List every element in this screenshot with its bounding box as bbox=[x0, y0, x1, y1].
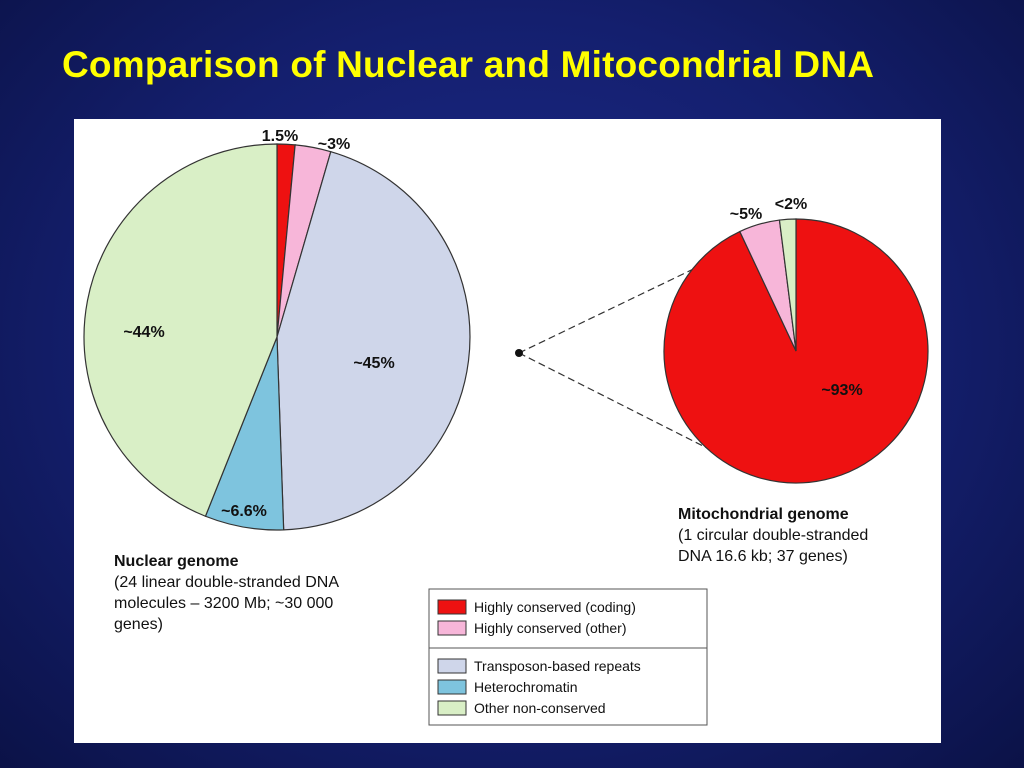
nuclear-slice-transposon-based-repeats bbox=[276, 150, 471, 531]
nuclear-caption-line: genes) bbox=[114, 616, 163, 633]
figure-panel: 1.5% ~3% ~45% ~6.6% ~44% ~93% ~5% <2% Nuclear g… bbox=[74, 119, 941, 743]
nuclear-label-coding: 1.5% bbox=[262, 128, 298, 145]
genome-comparison-figure: 1.5% ~3% ~45% ~6.6% ~44% ~93% ~5% <2% Nuclear g… bbox=[83, 128, 929, 726]
slice-labels: 1.5% ~3% ~45% ~6.6% ~44% ~93% ~5% <2% bbox=[123, 128, 862, 520]
zoom-connector bbox=[515, 269, 707, 449]
nuclear-caption-line: (24 linear double-stranded DNA bbox=[114, 574, 339, 591]
mito-label-other-conserved: ~5% bbox=[730, 206, 762, 223]
legend-label-highly-conserved-coding: Highly conserved (coding) bbox=[474, 599, 636, 615]
nuclear-caption-line: molecules – 3200 Mb; ~30 000 bbox=[114, 595, 333, 612]
zoom-line-lower bbox=[518, 352, 707, 449]
zoom-origin-dot bbox=[515, 349, 523, 357]
nuclear-label-transposon: ~45% bbox=[353, 355, 394, 372]
slide-title: Comparison of Nuclear and Mitocondrial D… bbox=[62, 44, 875, 85]
legend-swatch-heterochromatin bbox=[437, 679, 467, 695]
legend-swatch-highly-conserved-coding bbox=[437, 599, 467, 615]
zoom-line-upper bbox=[518, 269, 693, 354]
legend-label-heterochromatin: Heterochromatin bbox=[474, 679, 578, 695]
legend-swatch-other-non-conserved bbox=[437, 700, 467, 716]
nuclear-label-heterochromatin: ~6.6% bbox=[221, 503, 267, 520]
legend-box bbox=[428, 588, 708, 726]
mito-caption-line: DNA 16.6 kb; 37 genes) bbox=[678, 548, 848, 565]
mito-caption-title: Mitochondrial genome bbox=[678, 506, 849, 523]
legend-swatch-highly-conserved-other bbox=[437, 620, 467, 636]
legend-label-other-non-conserved: Other non-conserved bbox=[474, 700, 606, 716]
nuclear-label-other-conserved: ~3% bbox=[318, 136, 350, 153]
mitochondrial-slice-other-non-conserved bbox=[778, 218, 797, 352]
mito-caption-line: (1 circular double-stranded bbox=[678, 527, 868, 544]
legend-swatch-transposon-based-repeats bbox=[437, 658, 467, 674]
nuclear-slice-other-non-conserved bbox=[83, 143, 278, 518]
nuclear-pie-chart bbox=[83, 143, 471, 531]
captions: Nuclear genome (24 linear double-stranded… bbox=[114, 506, 868, 633]
nuclear-label-non-conserved: ~44% bbox=[123, 324, 164, 341]
mito-label-non-conserved: <2% bbox=[775, 196, 807, 213]
mito-label-coding: ~93% bbox=[821, 382, 862, 399]
mitochondrial-pie-chart bbox=[663, 218, 929, 484]
legend-label-highly-conserved-other: Highly conserved (other) bbox=[474, 620, 627, 636]
legend: Highly conserved (coding) Highly conserve… bbox=[428, 588, 708, 726]
legend-label-transposon-based-repeats: Transposon-based repeats bbox=[474, 658, 641, 674]
nuclear-caption-title: Nuclear genome bbox=[114, 553, 239, 570]
